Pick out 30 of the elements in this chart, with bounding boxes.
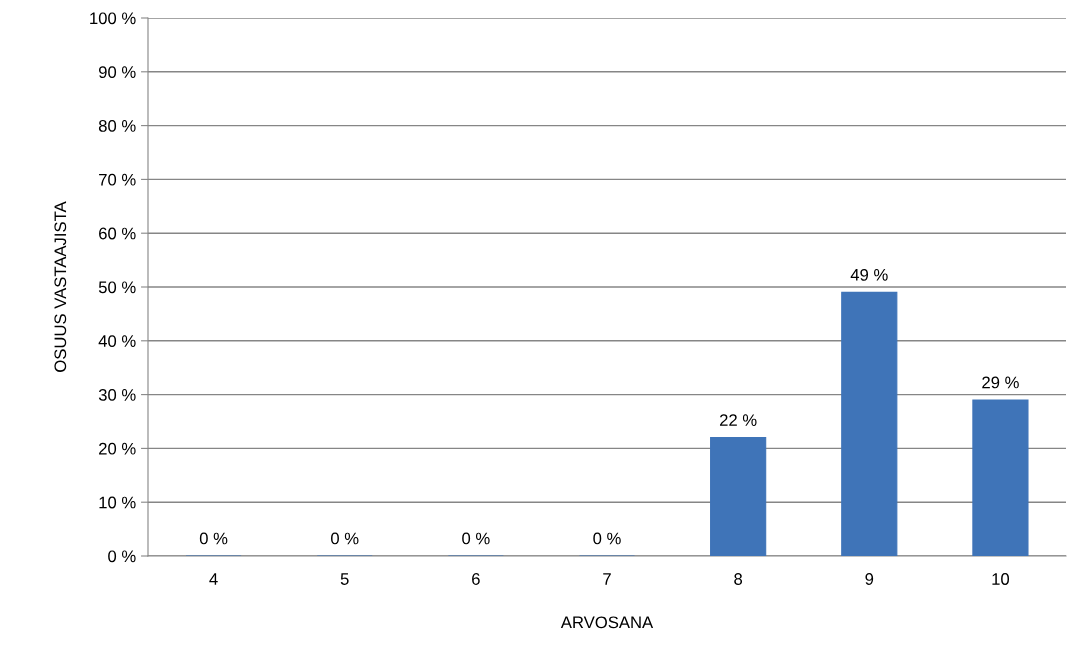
data-label: 0 %: [199, 532, 228, 545]
y-tick-label: 10 %: [99, 496, 136, 509]
y-tick-label: 60 %: [99, 227, 136, 240]
bar: [972, 399, 1029, 556]
x-tick-label: 5: [340, 573, 349, 585]
y-tick-label: 100 %: [90, 12, 136, 25]
y-tick-label: 70 %: [99, 173, 136, 186]
x-tick-label: 9: [865, 573, 874, 585]
y-axis-title: OSUUS VASTAAJISTA: [54, 201, 67, 372]
y-tick-label: 20 %: [99, 442, 136, 455]
y-tick-label: 0 %: [108, 550, 136, 563]
bar: [710, 437, 767, 556]
y-tick-label: 30 %: [98, 389, 136, 401]
data-label: 0 %: [331, 532, 359, 545]
x-tick-label: 6: [472, 573, 480, 585]
y-tick-label: 90 %: [98, 66, 136, 78]
data-label: 29 %: [982, 376, 1019, 389]
data-label: 0 %: [593, 532, 621, 545]
y-tick-label: 80 %: [98, 120, 136, 132]
data-label: 0 %: [462, 532, 490, 545]
x-tick-label: 7: [603, 573, 611, 585]
x-tick-label: 8: [734, 573, 743, 585]
data-label: 22 %: [719, 414, 757, 426]
y-tick-label: 40 %: [98, 335, 136, 347]
bar: [841, 291, 898, 556]
x-tick-label: 10: [992, 573, 1010, 585]
data-label: 49 %: [850, 268, 888, 281]
x-tick-label: 4: [209, 573, 218, 585]
y-tick-label: 50 %: [98, 281, 136, 294]
x-axis-title: ARVOSANA: [560, 616, 654, 629]
